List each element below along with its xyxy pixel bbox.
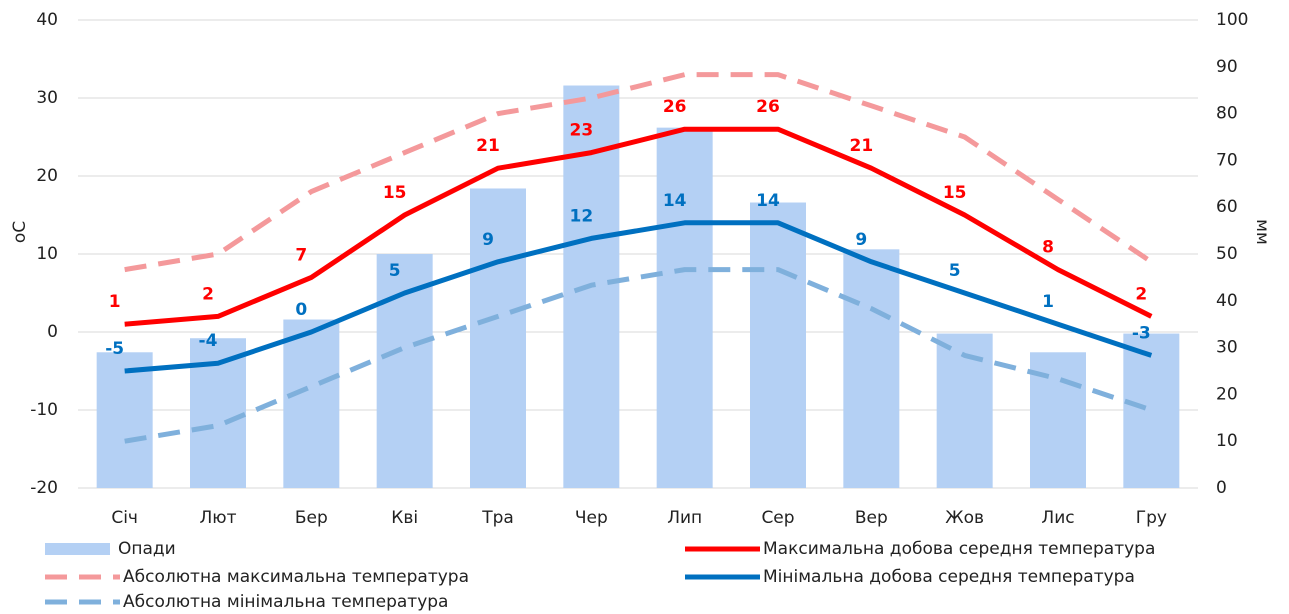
line — [124, 126, 1153, 327]
x-tick-label: Вер — [855, 508, 888, 528]
x-tick-label: Бер — [295, 508, 328, 528]
y2-tick-label: 90 — [1216, 57, 1238, 77]
y-tick-label: 10 — [36, 244, 58, 264]
data-label: 14 — [756, 191, 780, 211]
y-tick-label: 20 — [36, 166, 58, 186]
data-label: 8 — [1042, 238, 1054, 258]
x-tick-label: Кві — [391, 508, 418, 528]
bar — [1123, 333, 1180, 488]
legend-label: Максимальна добова середня температура — [763, 539, 1155, 559]
y2-tick-label: 20 — [1216, 384, 1238, 404]
data-label: 23 — [569, 121, 593, 141]
bar — [376, 254, 433, 488]
legend-swatch — [45, 543, 110, 555]
bar — [470, 188, 526, 489]
line — [124, 267, 1153, 444]
x-tick-label: Лис — [1041, 508, 1074, 528]
y-tick-label: -20 — [30, 478, 58, 498]
y-axis-label: oC — [10, 221, 30, 243]
y-tick-label: 0 — [47, 322, 58, 342]
x-tick-label: Тра — [481, 508, 514, 528]
data-label: 0 — [295, 300, 307, 320]
line — [124, 220, 1153, 374]
data-label: 14 — [663, 191, 687, 211]
legend-label: Абсолютна мінімальна температура — [123, 592, 448, 612]
data-label: 15 — [943, 183, 967, 203]
bar — [96, 352, 153, 488]
data-label: 21 — [476, 136, 500, 156]
data-label: -3 — [1132, 323, 1151, 343]
y2-tick-label: 50 — [1216, 244, 1238, 264]
data-label: 7 — [295, 245, 307, 265]
data-label: 15 — [383, 183, 407, 203]
y2-tick-label: 30 — [1216, 338, 1238, 358]
data-label: 1 — [1042, 292, 1054, 312]
y-tick-label: 30 — [36, 88, 58, 108]
x-tick-label: Січ — [111, 508, 138, 528]
y2-axis-label: мм — [1252, 219, 1272, 245]
legend-label: Мінімальна добова середня температура — [763, 567, 1135, 587]
bar — [656, 127, 713, 488]
line — [124, 72, 1153, 273]
data-label: 12 — [569, 206, 593, 226]
y2-tick-label: 0 — [1216, 478, 1227, 498]
data-label: 5 — [389, 261, 401, 281]
y2-tick-label: 60 — [1216, 197, 1238, 217]
data-label: -4 — [199, 331, 218, 351]
data-label: 1 — [109, 292, 121, 312]
x-tick-label: Лют — [200, 508, 237, 528]
data-label: -5 — [105, 339, 124, 359]
y2-tick-label: 10 — [1216, 431, 1238, 451]
y2-tick-label: 70 — [1216, 150, 1238, 170]
legend-label: Абсолютна максимальна температура — [123, 567, 469, 587]
y-tick-label: -10 — [30, 400, 58, 420]
legend-label: Опади — [118, 539, 176, 559]
data-label: 26 — [756, 97, 780, 117]
x-tick-label: Чер — [575, 508, 608, 528]
y-tick-label: 40 — [36, 10, 58, 30]
x-tick-label: Лип — [667, 508, 702, 528]
data-label: 26 — [663, 97, 687, 117]
bar — [936, 333, 993, 488]
bar — [283, 319, 340, 488]
bar — [750, 202, 806, 488]
x-tick-label: Сер — [761, 508, 794, 528]
bar — [843, 249, 900, 488]
data-label: 2 — [1135, 284, 1147, 304]
y2-tick-label: 80 — [1216, 104, 1238, 124]
x-tick-label: Гру — [1136, 508, 1167, 528]
y2-tick-label: 40 — [1216, 291, 1238, 311]
y2-tick-label: 100 — [1216, 10, 1248, 30]
data-label: 21 — [849, 136, 873, 156]
data-label: 9 — [482, 230, 494, 250]
x-tick-label: Жов — [945, 508, 984, 528]
data-label: 9 — [855, 230, 867, 250]
data-label: 5 — [949, 261, 961, 281]
data-label: 2 — [202, 284, 214, 304]
